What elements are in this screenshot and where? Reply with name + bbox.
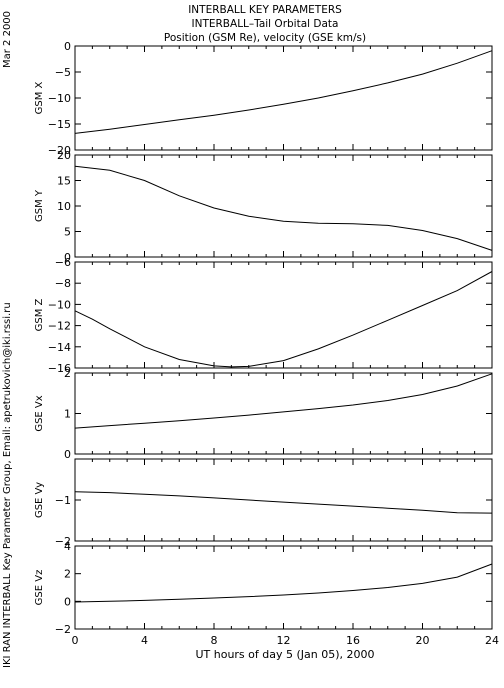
series-line-gse-vz <box>74 563 493 603</box>
panel-5: −1 −2 GSE Vy <box>34 458 493 548</box>
series-line-gsm-y <box>74 165 493 251</box>
y-tick-label: −10 <box>48 298 71 311</box>
figure-title-line-1: INTERBALL KEY PARAMETERS <box>188 4 342 16</box>
panel-3: −6 −8 −10 −12 −14 −16 GSM Z <box>34 256 493 375</box>
y-tick-label: 0 <box>64 251 71 264</box>
y-tick-label: −15 <box>48 118 71 131</box>
y-tick-label: −5 <box>55 66 71 79</box>
y-axis-label: GSM Z <box>34 298 45 331</box>
y-tick-label: −8 <box>55 277 71 290</box>
y-tick-label: 5 <box>64 226 71 239</box>
y-tick-label: −2 <box>55 623 71 636</box>
panel-4: 2 1 0 GSE Vx <box>34 367 493 461</box>
y-tick-label: 10 <box>57 200 71 213</box>
x-axis-label: UT hours of day 5 (Jan 05), 2000 <box>195 648 374 661</box>
y-tick-label: −12 <box>48 320 71 333</box>
y-axis-label: GSE Vx <box>34 395 45 431</box>
panel-frame <box>74 458 493 542</box>
panel-frame <box>74 545 493 630</box>
x-tick-label: 8 <box>211 634 218 647</box>
y-tick-label: 15 <box>57 175 71 188</box>
y-tick-label: 0 <box>64 448 71 461</box>
y-tick-label: −1 <box>55 494 71 507</box>
y-axis-label: GSE Vy <box>34 482 45 518</box>
y-tick-label: 2 <box>64 367 71 380</box>
x-tick-label: 20 <box>416 634 430 647</box>
y-axis-label: GSE Vz <box>34 570 45 606</box>
y-tick-label: 0 <box>64 40 71 53</box>
x-tick-label: 4 <box>141 634 148 647</box>
y-tick-label: 4 <box>64 540 71 553</box>
figure-title-line-2: INTERBALL–Tail Orbital Data <box>192 18 339 30</box>
y-tick-label: −2 <box>55 535 71 548</box>
panel-frame <box>74 45 493 151</box>
y-axis-label: GSM Y <box>34 189 45 222</box>
panel-1: 0 −5 −10 −15 −20 GSM X <box>34 40 493 157</box>
series-line-gse-vy <box>74 491 493 514</box>
panel-6: 4 2 0 −2 GSE Vz <box>34 540 493 636</box>
panel-2: 20 15 10 5 0 GSM Y <box>34 149 493 264</box>
x-tick-label: 24 <box>485 634 499 647</box>
y-tick-label: 1 <box>64 408 71 421</box>
series-line-gsm-z <box>74 271 493 368</box>
y-axis-label: GSM X <box>34 81 45 114</box>
x-tick-label: 16 <box>346 634 360 647</box>
x-tick-label: 0 <box>72 634 79 647</box>
series-line-gse-vx <box>74 373 493 429</box>
figure-title-line-3: Position (GSM Re), velocity (GSE km/s) <box>164 32 366 44</box>
panel-frame <box>74 261 493 369</box>
y-tick-label: −6 <box>55 256 71 269</box>
date-stamp: Mar 2 2000 <box>2 11 13 68</box>
panel-frame <box>74 154 493 258</box>
y-tick-label: −16 <box>48 362 71 375</box>
series-line-gsm-x <box>74 50 493 134</box>
side-credit: IKI RAN INTERBALL Key Parameter Group, E… <box>2 302 13 668</box>
y-tick-label: 2 <box>64 568 71 581</box>
y-tick-label: −10 <box>48 92 71 105</box>
y-tick-label: 0 <box>64 595 71 608</box>
y-tick-label: −20 <box>48 144 71 157</box>
y-tick-label: −14 <box>48 341 71 354</box>
x-tick-label: 12 <box>277 634 291 647</box>
y-tick-label: 20 <box>57 149 71 162</box>
panel-frame <box>74 372 493 455</box>
